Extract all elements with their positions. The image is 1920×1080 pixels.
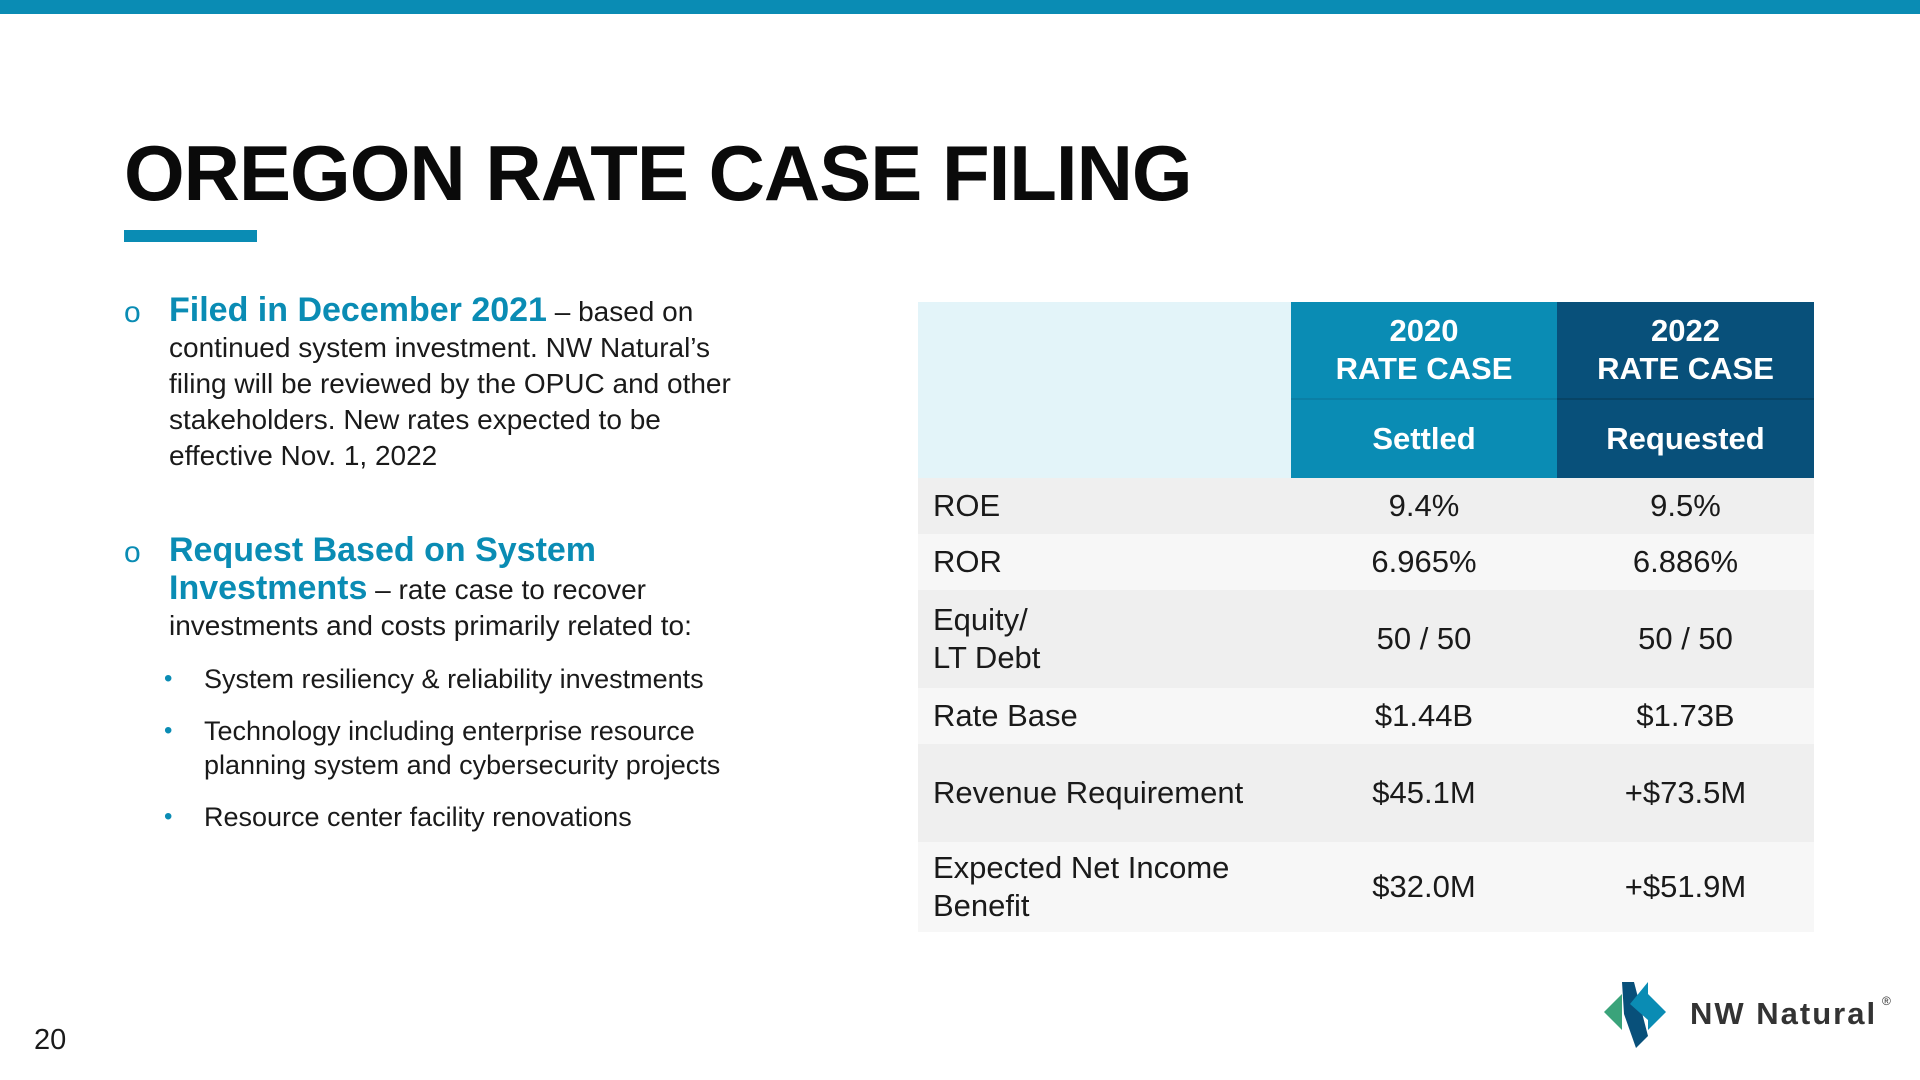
value-2022: +$51.9M [1557,842,1814,932]
sub-bullet-text: Technology including enterprise resource… [204,716,721,780]
table-row: Revenue Requirement $45.1M +$73.5M [918,744,1814,842]
bullet-filed: o Filed in December 2021 – based on cont… [124,292,764,474]
header-2022-status: Requested [1557,398,1814,478]
value-2022: 9.5% [1557,478,1814,534]
value-2020: 9.4% [1291,478,1557,534]
rate-case-table: 2020 RATE CASE 2022 RATE CASE Settled Requ… [918,302,1814,932]
registered-mark: ® [1882,994,1891,1008]
header-2022-rate-case: 2022 RATE CASE [1557,302,1814,399]
row-label-line: LT Debt [933,640,1041,675]
row-label: ROE [918,478,1291,534]
table-row: ROE 9.4% 9.5% [918,478,1814,534]
value-2022: 6.886% [1557,534,1814,590]
header-2022-label: RATE CASE [1597,351,1774,386]
row-label: Revenue Requirement [918,744,1291,842]
table-row: Equity/LT Debt 50 / 50 50 / 50 [918,590,1814,688]
sub-bullet-text: System resiliency & reliability investme… [204,664,704,694]
title-underline [124,230,257,242]
bullet-request-body: – rate case to recover investments and c… [169,574,692,641]
value-2020: $32.0M [1291,842,1557,932]
row-label-line: Benefit [933,888,1030,923]
table-row: Expected Net Income Benefit $32.0M +$51.9… [918,842,1814,932]
row-label-line: Equity/ [933,602,1028,637]
bullet-request-highlight: Request Based on System Investments [169,531,597,607]
header-2022-year: 2022 [1651,313,1720,348]
nw-natural-logo: NW Natural ® [1600,980,1900,1050]
nw-natural-logo-icon [1604,982,1666,1048]
header-2020-status: Settled [1291,398,1557,478]
top-accent-bar [0,0,1920,14]
circle-bullet-icon: o [124,536,141,569]
header-2020-label: RATE CASE [1335,351,1513,386]
bullet-list: o Filed in December 2021 – based on cont… [124,290,764,852]
value-2020: 6.965% [1291,534,1557,590]
table-header-blank [918,302,1291,478]
bullet-filed-body: – based on continued system investment. … [169,296,731,471]
bullet-filed-highlight: Filed in December 2021 [169,291,547,329]
row-label: Rate Base [918,688,1291,744]
sub-bullet-item: • Technology including enterprise resourc… [164,714,764,782]
dot-bullet-icon: • [164,803,173,830]
dot-bullet-icon: • [164,665,173,692]
row-label: Expected Net Income Benefit [918,842,1291,932]
logo-text: NW Natural [1690,996,1878,1031]
row-label-line: Expected Net Income [933,850,1230,885]
header-2020-rate-case: 2020 RATE CASE [1291,302,1557,399]
table-header-row: 2020 RATE CASE 2022 RATE CASE [918,302,1814,478]
slide-title: OREGON RATE CASE FILING [124,129,1193,217]
value-2022: 50 / 50 [1557,590,1814,688]
dot-bullet-icon: • [164,717,173,744]
header-2020-year: 2020 [1389,313,1459,348]
row-label: Equity/LT Debt [918,590,1291,688]
bullet-request: o Request Based on System Investments – … [124,532,764,644]
row-label: ROR [918,534,1291,590]
table-row: Rate Base $1.44B $1.73B [918,688,1814,744]
value-2020: $1.44B [1291,688,1557,744]
table-status-row: Settled Requested [918,398,1814,478]
bullet-request-text: Request Based on System Investments – ra… [169,532,764,644]
value-2022: $1.73B [1557,688,1814,744]
circle-bullet-icon: o [124,296,141,329]
value-2020: 50 / 50 [1291,590,1557,688]
sub-bullet-item: • System resiliency & reliability investm… [164,662,764,696]
page-number: 20 [34,1024,67,1056]
bullet-filed-text: Filed in December 2021 – based on contin… [169,292,764,474]
sub-bullet-item: • Resource center facility renovations [164,800,764,834]
table-row: ROR 6.965% 6.886% [918,534,1814,590]
sub-bullet-text: Resource center facility renovations [204,802,632,832]
sub-bullet-list: • System resiliency & reliability investm… [124,662,764,834]
value-2020: $45.1M [1291,744,1557,842]
value-2022: +$73.5M [1557,744,1814,842]
